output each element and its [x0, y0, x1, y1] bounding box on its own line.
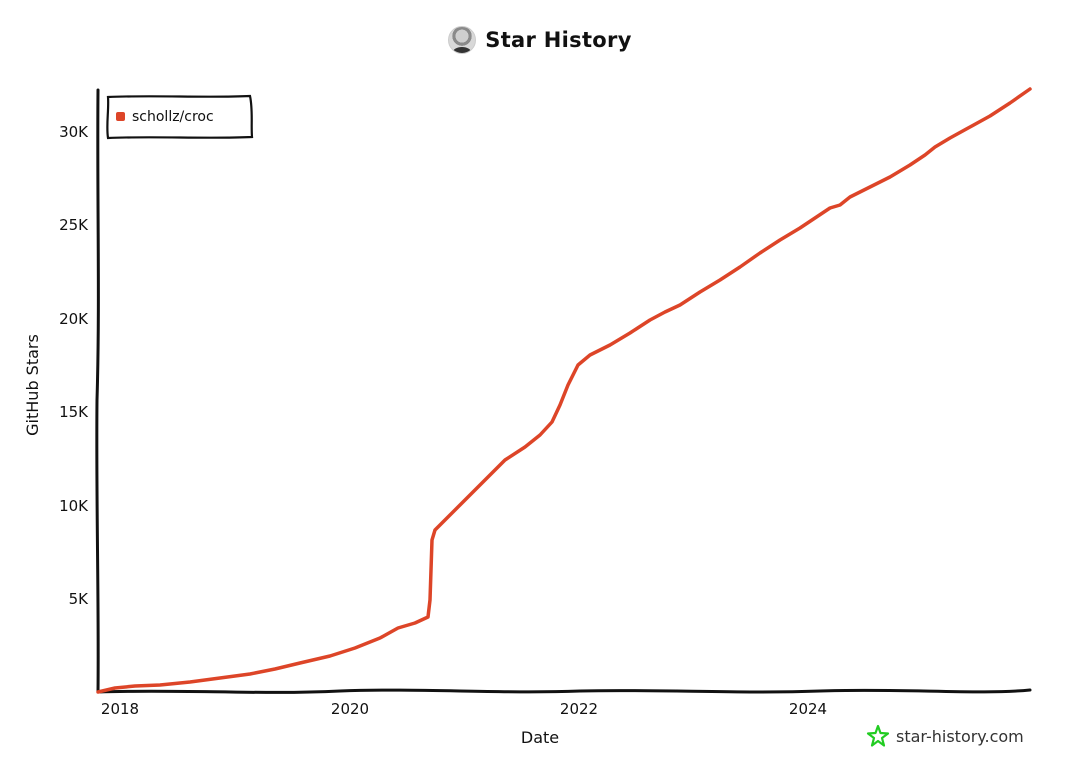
y-tick-labels: 5K 10K 15K 20K 25K 30K: [59, 123, 89, 608]
chart-title: Star History: [485, 28, 632, 52]
svg-text:5K: 5K: [69, 590, 90, 608]
svg-text:10K: 10K: [59, 497, 89, 515]
svg-text:15K: 15K: [59, 403, 89, 421]
user-avatar-icon: [448, 26, 477, 54]
legend-box: [106, 94, 254, 140]
svg-text:2024: 2024: [789, 700, 827, 718]
svg-text:2018: 2018: [101, 700, 139, 718]
x-axis-line: [96, 688, 1032, 694]
svg-text:20K: 20K: [59, 310, 89, 328]
svg-text:2020: 2020: [331, 700, 369, 718]
brand-text: star-history.com: [896, 726, 1024, 746]
legend-swatch: [116, 112, 125, 121]
star-history-brand[interactable]: star-history.com: [866, 724, 1024, 748]
x-tick-labels: 2018 2020 2022 2024: [101, 700, 827, 718]
series-line-scholz-croc[interactable]: [96, 87, 1032, 694]
legend: schollz/croc: [106, 94, 254, 140]
x-axis-label: Date: [521, 728, 559, 747]
chart-header: Star History: [0, 26, 1080, 54]
star-icon: [866, 724, 890, 747]
y-axis-line: [95, 88, 100, 694]
y-axis-label: GitHub Stars: [23, 334, 42, 436]
svg-text:25K: 25K: [59, 216, 89, 234]
legend-label: schollz/croc: [132, 109, 214, 125]
svg-text:30K: 30K: [59, 123, 89, 141]
svg-text:2022: 2022: [560, 700, 598, 718]
